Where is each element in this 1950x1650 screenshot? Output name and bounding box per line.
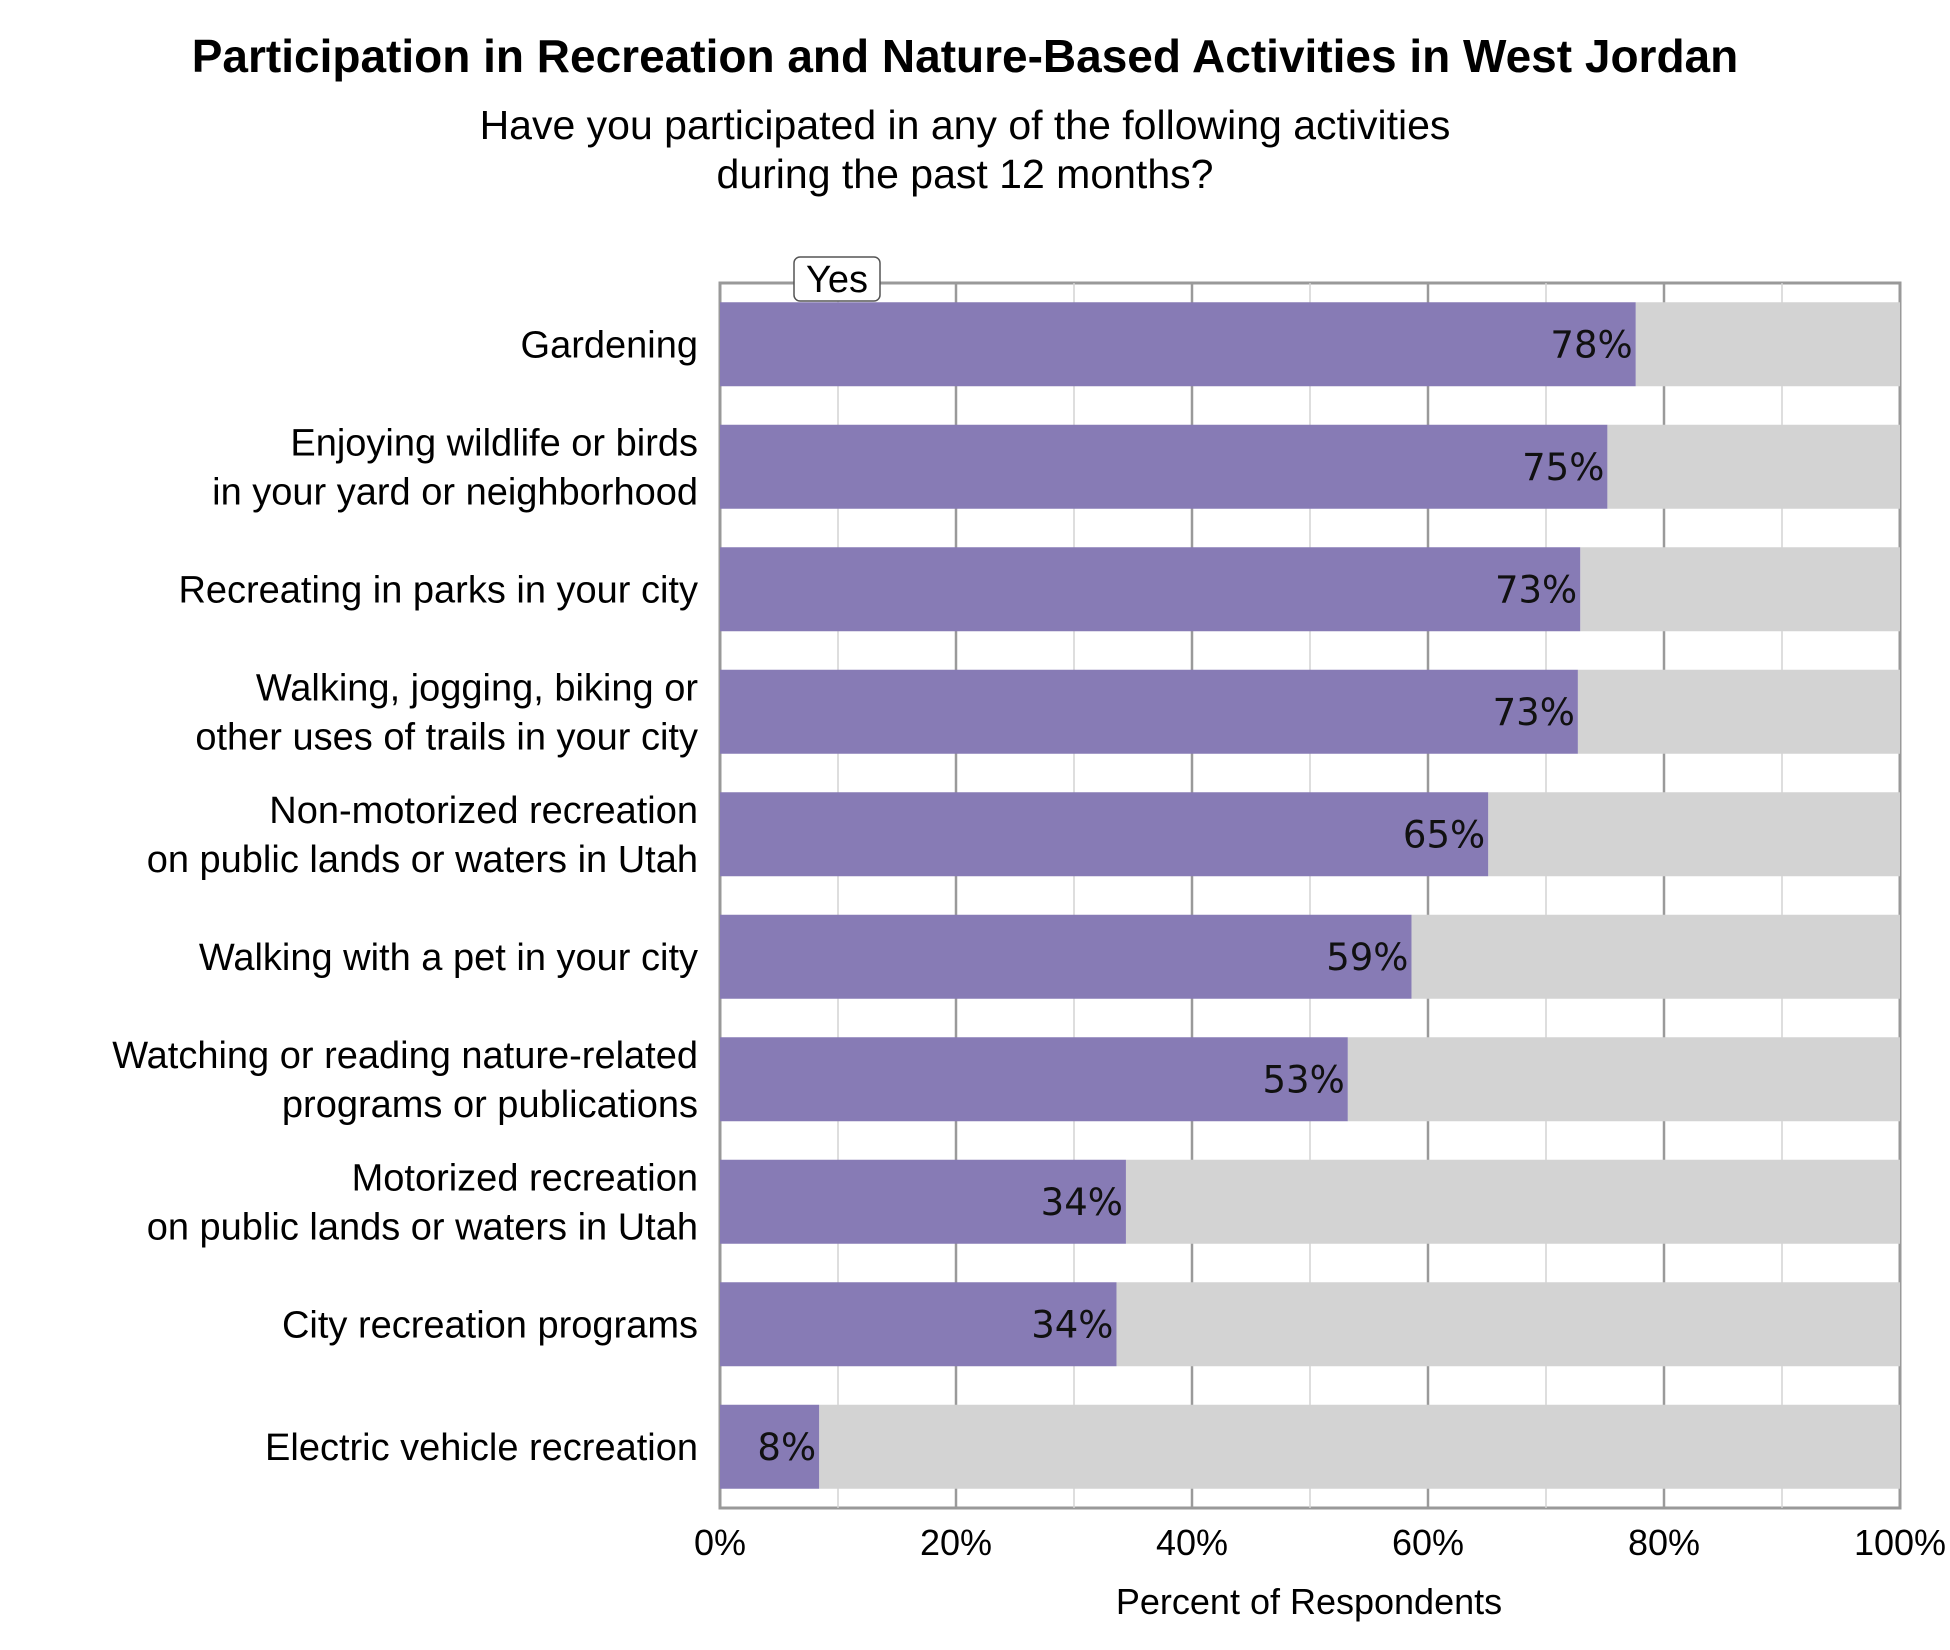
x-axis-ticks: 0% 20% 40% 60% 80% 100% <box>694 1522 1946 1563</box>
x-tick-label: 100% <box>1854 1522 1946 1563</box>
bar-yes <box>720 1404 820 1489</box>
bar-data-label: 78% <box>1550 323 1632 366</box>
category-label: Enjoying wildlife or birds <box>290 422 698 464</box>
bar-remainder <box>819 1404 1900 1489</box>
category-label: Motorized recreation <box>352 1157 698 1199</box>
bar-yes <box>720 1159 1126 1244</box>
category-label: Walking, jogging, biking or <box>256 667 699 709</box>
category-label: City recreation programs <box>282 1304 698 1346</box>
bar-data-label: 8% <box>757 1426 816 1469</box>
x-tick-label: 0% <box>694 1522 746 1563</box>
bar-data-label: 34% <box>1041 1181 1123 1224</box>
category-label: Watching or reading nature-related <box>112 1035 698 1077</box>
category-label: Gardening <box>521 324 698 366</box>
bar-remainder <box>1488 792 1900 877</box>
legend-entry-yes: Yes <box>806 259 868 301</box>
bar-remainder <box>1347 1037 1900 1122</box>
bar-yes <box>720 424 1608 509</box>
bar-data-label: 53% <box>1263 1058 1345 1101</box>
x-axis-title: Percent of Respondents <box>1116 1581 1502 1622</box>
bar-remainder <box>1580 547 1900 632</box>
bar-yes <box>720 669 1578 754</box>
legend: Yes <box>793 256 881 302</box>
category-label: Walking with a pet in your city <box>199 937 698 979</box>
chart-subtitle-line-1: Have you participated in any of the foll… <box>480 102 1451 148</box>
category-label: on public lands or waters in Utah <box>147 1206 698 1248</box>
bar-data-label: 73% <box>1493 691 1575 734</box>
bar-yes <box>720 547 1581 632</box>
bar-remainder <box>1577 669 1900 754</box>
x-tick-label: 40% <box>1156 1522 1228 1563</box>
bar-data-label: 73% <box>1495 568 1577 611</box>
bar-data-label: 75% <box>1522 446 1604 489</box>
chart-subtitle-line-2: during the past 12 months? <box>717 151 1214 197</box>
bar-data-label: 65% <box>1403 813 1485 856</box>
bar-data-label: 59% <box>1326 936 1408 979</box>
bar-remainder <box>1125 1159 1900 1244</box>
bar-data-label: 34% <box>1031 1303 1113 1346</box>
category-label: Electric vehicle recreation <box>265 1427 698 1469</box>
category-label: Non-motorized recreation <box>269 790 698 832</box>
bar-yes <box>720 914 1412 999</box>
category-label: in your yard or neighborhood <box>212 471 698 513</box>
category-label: on public lands or waters in Utah <box>147 839 698 881</box>
x-tick-label: 80% <box>1628 1522 1700 1563</box>
bar-remainder <box>1116 1282 1900 1367</box>
category-labels: Gardening Enjoying wildlife or birds in yo… <box>112 324 698 1469</box>
bar-remainder <box>1635 302 1900 387</box>
category-label: Recreating in parks in your city <box>178 569 698 611</box>
legend-box <box>793 256 881 302</box>
bar-yes <box>720 792 1489 877</box>
bar-yes <box>720 302 1636 387</box>
x-tick-label: 20% <box>920 1522 992 1563</box>
category-label: other uses of trails in your city <box>195 716 698 758</box>
bars: 78% 75% 73% 73% 65% 59% 53% 34% 34% 8% <box>720 302 1900 1489</box>
category-label: programs or publications <box>282 1084 698 1126</box>
x-tick-label: 60% <box>1392 1522 1464 1563</box>
bar-yes <box>720 1282 1117 1367</box>
bar-remainder <box>1607 424 1900 509</box>
chart-title: Participation in Recreation and Nature-B… <box>192 30 1738 82</box>
bar-remainder <box>1411 914 1900 999</box>
bar-yes <box>720 1037 1348 1122</box>
